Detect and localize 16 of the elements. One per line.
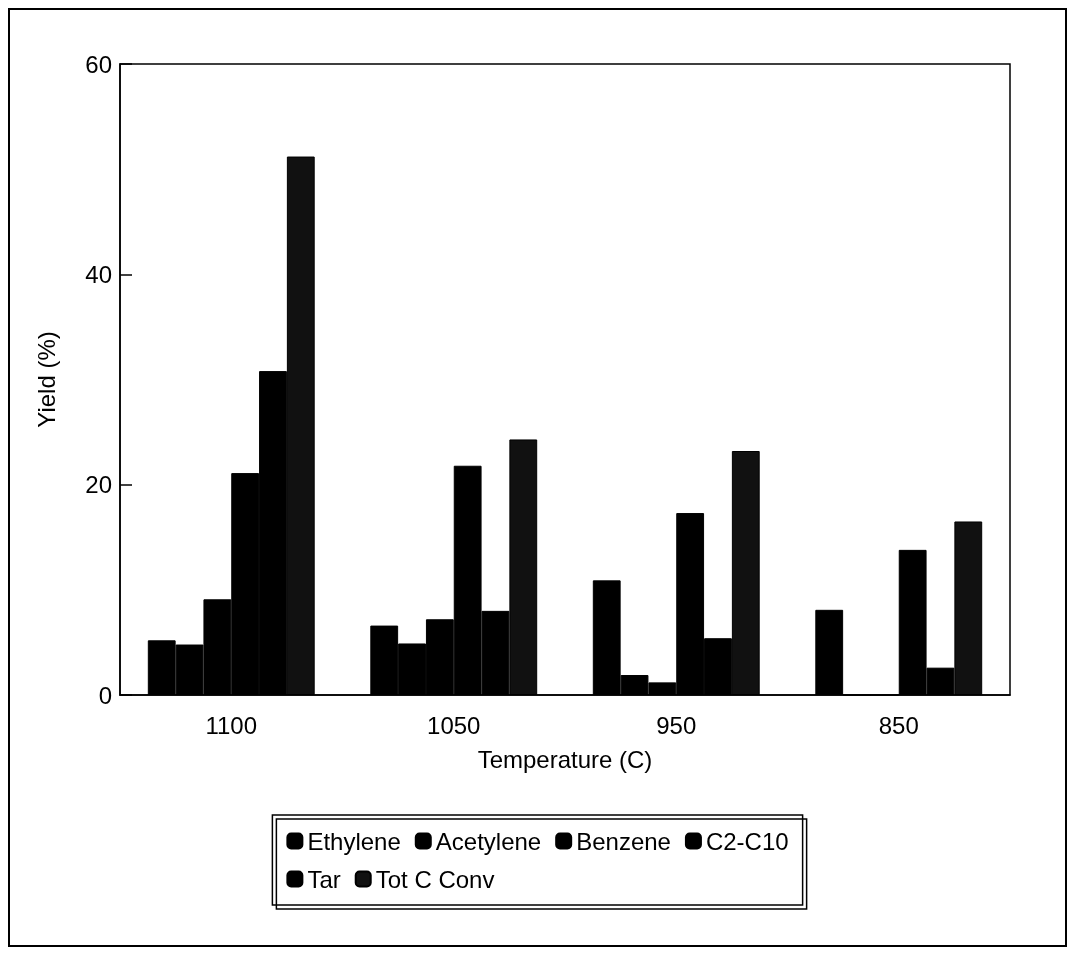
x-tick-label: 1100 (205, 711, 258, 739)
y-tick-label: 40 (85, 260, 112, 288)
y-tick-label: 60 (85, 50, 112, 78)
legend-label: Acetylene (435, 827, 542, 855)
x-tick-label: 850 (878, 711, 919, 739)
legend-label: Tot C Conv (375, 865, 495, 893)
y-axis-title: Yield (%) (32, 331, 60, 428)
legend-label: Tar (307, 865, 341, 893)
y-tick-label: 20 (85, 471, 112, 499)
x-tick-label: 1050 (427, 711, 481, 739)
legend-label: Benzene (576, 827, 671, 855)
x-axis-title: Temperature (C) (477, 745, 653, 773)
y-tick-label: 0 (98, 681, 112, 709)
x-tick-label: 950 (656, 711, 697, 739)
legend-label: Ethylene (307, 827, 401, 855)
legend-label: C2-C10 (705, 827, 789, 855)
